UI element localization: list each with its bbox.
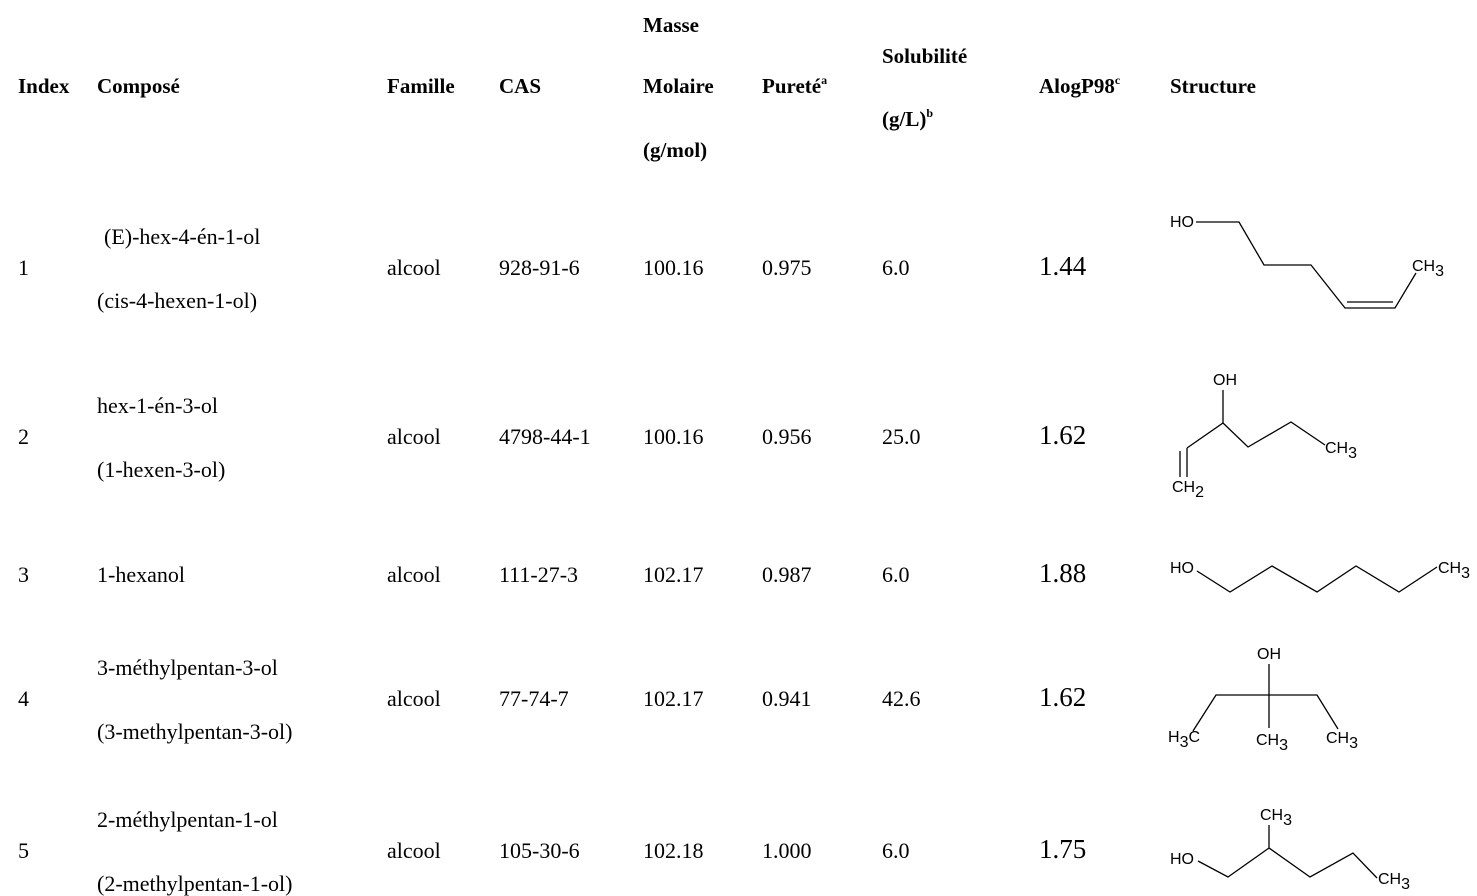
row2-masse: 100.16	[643, 424, 704, 449]
row5-alt-name: (2-methylpentan-1-ol)	[97, 871, 293, 896]
row1-purete: 0.975	[762, 255, 812, 280]
row1-alogp: 1.44	[1039, 251, 1087, 281]
header-structure: Structure	[1170, 74, 1256, 98]
row3-name: 1-hexanol	[97, 562, 185, 587]
header-alogp-footnote: c	[1114, 73, 1121, 87]
row2-label-ch3: CH3	[1325, 440, 1357, 462]
row4-name: 3-méthylpentan-3-ol	[97, 655, 278, 680]
row1-label-ch3: CH3	[1412, 258, 1444, 280]
row2-name: hex-1-én-3-ol	[97, 393, 218, 418]
row4-left-arm	[1192, 694, 1269, 732]
row1-cas: 928-91-6	[499, 255, 580, 280]
header-index: Index	[18, 74, 70, 98]
row2-structure: OH CH3 CH2	[1172, 372, 1357, 501]
row1-bonds	[1196, 221, 1417, 309]
row3-bonds	[1196, 565, 1438, 593]
row4-alogp: 1.62	[1039, 682, 1087, 712]
header-compose: Composé	[97, 74, 180, 98]
row5-bonds	[1197, 847, 1378, 879]
row5-famille: alcool	[387, 838, 441, 863]
row3-index: 3	[18, 562, 29, 587]
row3-label-ch3: CH3	[1438, 560, 1470, 582]
row1-masse: 100.16	[643, 255, 704, 280]
row2-alogp: 1.62	[1039, 420, 1087, 450]
row3-masse: 102.17	[643, 562, 704, 587]
row2-solubilite: 25.0	[882, 424, 921, 449]
header-solubilite-footnote: b	[926, 106, 934, 120]
row4-label-ch3-right: CH3	[1326, 730, 1358, 752]
row4-purete: 0.941	[762, 686, 812, 711]
row4-masse: 102.17	[643, 686, 704, 711]
header-cas: CAS	[499, 74, 542, 98]
header-purete-footnote: a	[821, 73, 828, 87]
row4-solubilite: 42.6	[882, 686, 921, 711]
row5-index: 5	[18, 838, 29, 863]
header-purete-text: Pureté	[762, 74, 822, 98]
header-masse-line1: Masse	[643, 13, 699, 37]
row4-structure: OH H3C CH3 CH3	[1168, 646, 1358, 754]
row4-index: 4	[18, 686, 29, 711]
row2-famille: alcool	[387, 424, 441, 449]
row3-label-ho: HO	[1170, 560, 1194, 577]
row3-purete: 0.987	[762, 562, 812, 587]
row2-label-oh: OH	[1213, 372, 1237, 389]
header-solubilite-unit: (g/L)	[882, 107, 927, 131]
row2-alt-name: (1-hexen-3-ol)	[97, 457, 226, 482]
row4-cas: 77-74-7	[499, 686, 569, 711]
row2-cas: 4798-44-1	[499, 424, 591, 449]
header-alogp-text: AlogP98	[1039, 74, 1115, 98]
row3-structure: HO CH3	[1170, 560, 1470, 593]
row2-bonds	[1186, 421, 1326, 449]
row4-right-arm	[1269, 694, 1339, 730]
row1-name: (E)-hex-4-én-1-ol	[104, 224, 261, 249]
row5-structure: CH3 HO CH3	[1170, 807, 1410, 893]
header-alogp: AlogP98c	[1039, 73, 1121, 98]
row4-label-oh: OH	[1257, 646, 1281, 663]
row5-cas: 105-30-6	[499, 838, 580, 863]
header-solubilite-line1: Solubilité	[882, 44, 968, 68]
row3-cas: 111-27-3	[499, 562, 579, 587]
row1-famille: alcool	[387, 255, 441, 280]
row3-alogp: 1.88	[1039, 558, 1087, 588]
row1-alt-name: (cis-4-hexen-1-ol)	[97, 288, 258, 313]
header-famille: Famille	[387, 74, 455, 98]
header-solubilite-line2: (g/L)b	[882, 106, 934, 131]
row1-label-ho: HO	[1170, 214, 1194, 231]
row5-label-ho: HO	[1170, 851, 1194, 868]
row2-purete: 0.956	[762, 424, 812, 449]
row5-masse: 102.18	[643, 838, 704, 863]
row3-solubilite: 6.0	[882, 562, 910, 587]
row5-solubilite: 6.0	[882, 838, 910, 863]
row4-famille: alcool	[387, 686, 441, 711]
header-masse-line3: (g/mol)	[643, 138, 708, 162]
header-masse-line2: Molaire	[643, 74, 714, 98]
row4-label-ch3-mid: CH3	[1256, 732, 1288, 754]
header-purete: Puretéa	[762, 73, 828, 98]
row4-label-h3c: H3C	[1168, 729, 1200, 751]
row1-structure: HO CH3	[1170, 214, 1444, 309]
row1-index: 1	[18, 255, 29, 280]
row5-purete: 1.000	[762, 838, 812, 863]
row5-alogp: 1.75	[1039, 834, 1087, 864]
row1-solubilite: 6.0	[882, 255, 910, 280]
row5-label-ch3-right: CH3	[1378, 871, 1410, 893]
row4-alt-name: (3-methylpentan-3-ol)	[97, 719, 293, 744]
row2-index: 2	[18, 424, 29, 449]
row3-famille: alcool	[387, 562, 441, 587]
row2-label-ch2: CH2	[1172, 479, 1204, 501]
row5-name: 2-méthylpentan-1-ol	[97, 807, 278, 832]
row5-label-ch3-top: CH3	[1260, 807, 1292, 829]
